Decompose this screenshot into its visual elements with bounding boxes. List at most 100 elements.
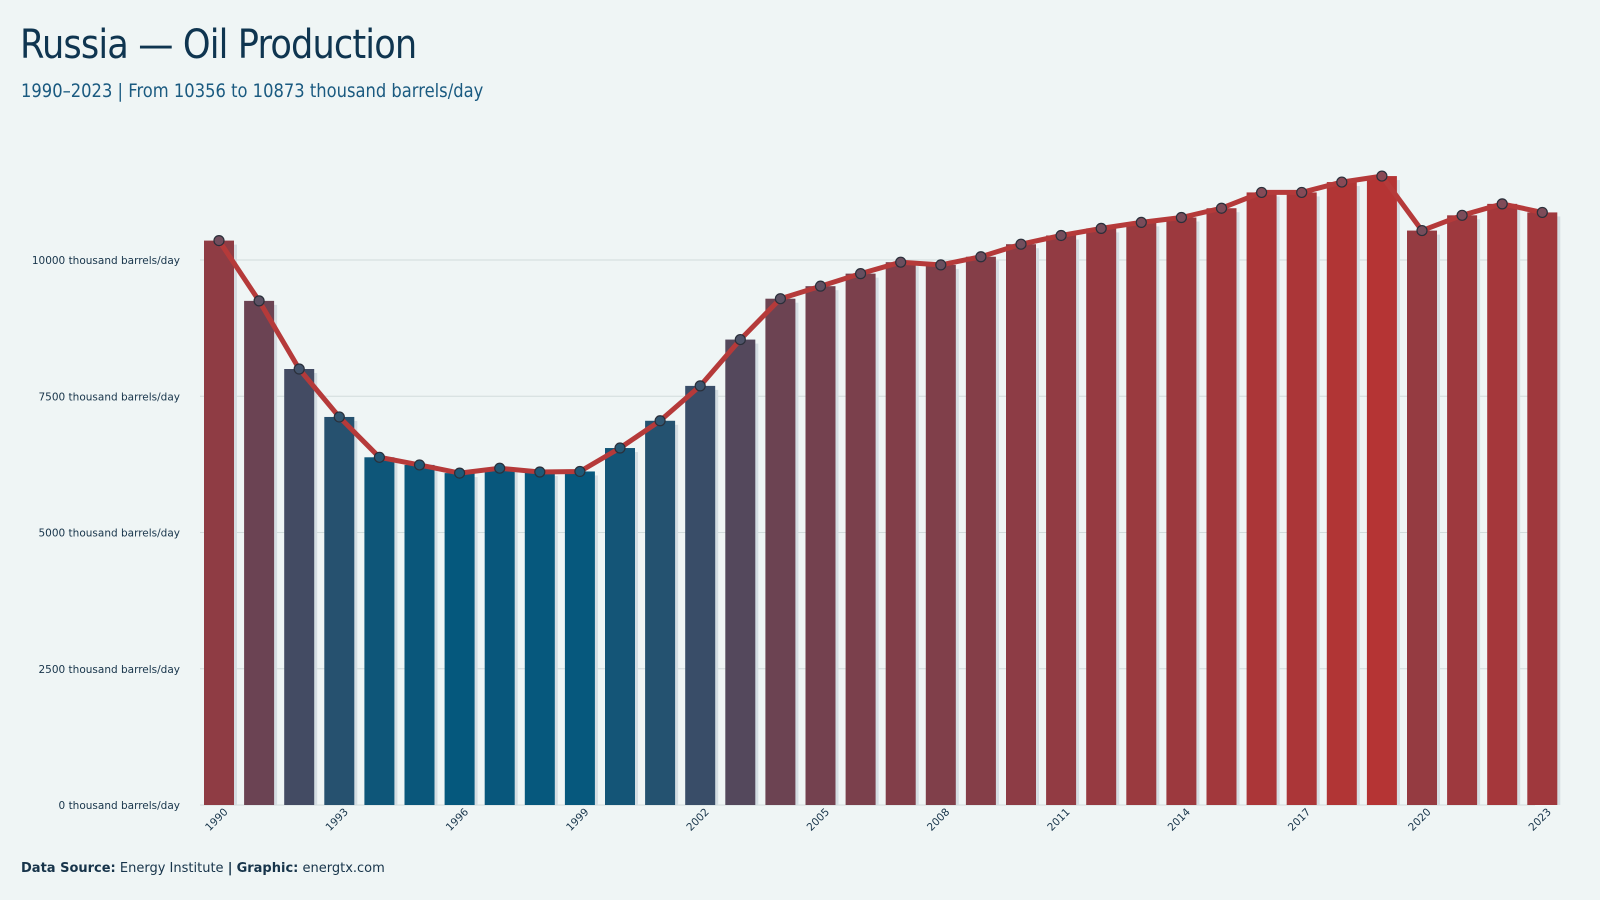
data-point (1496, 198, 1508, 210)
data-point (774, 293, 787, 305)
bar (1286, 192, 1317, 806)
data-point (454, 467, 466, 479)
bar (1487, 203, 1518, 806)
bar (1166, 217, 1197, 806)
y-tick-label: 7500 thousand barrels/day (39, 391, 181, 403)
data-point (494, 462, 506, 474)
bar (725, 339, 756, 805)
graphic-value: energtx.com (302, 861, 385, 876)
bar (444, 473, 475, 805)
data-point (734, 333, 746, 346)
bar (1447, 215, 1478, 805)
data-point (814, 280, 827, 292)
data-points (213, 170, 1548, 479)
x-tick-label: 2017 (1286, 806, 1313, 833)
bar (1366, 176, 1397, 805)
bar (324, 416, 355, 805)
bar (605, 448, 635, 805)
data-point (293, 363, 305, 375)
page-title: Russia — Oil Production (20, 22, 417, 68)
data-point (1456, 209, 1468, 221)
x-tick-label: 2020 (1406, 806, 1433, 833)
data-point (1055, 229, 1067, 242)
data-point (1255, 186, 1268, 199)
data-point (574, 465, 586, 478)
bar (1006, 244, 1036, 805)
data-point (1175, 211, 1188, 224)
bar (845, 273, 876, 805)
data-point (373, 451, 385, 463)
x-tick-label: 2014 (1166, 806, 1194, 834)
data-point (895, 256, 907, 268)
bar (244, 300, 275, 805)
bar (404, 464, 435, 805)
bar (645, 420, 676, 805)
bar (765, 298, 796, 805)
bar (685, 385, 716, 805)
data-point (694, 380, 706, 392)
x-tick-label: 2008 (925, 806, 952, 833)
bar (1086, 228, 1117, 805)
x-tick-label: 1993 (323, 806, 350, 833)
bar (284, 369, 315, 805)
trend-line (216, 173, 1545, 476)
bar (885, 262, 916, 805)
data-point (654, 415, 666, 427)
data-point (213, 234, 225, 247)
data-point (1536, 206, 1548, 219)
x-tick-label: 2023 (1526, 806, 1553, 833)
bar (1407, 230, 1437, 805)
data-point (1095, 222, 1107, 234)
data-point (333, 411, 345, 423)
y-tick-label: 0 thousand barrels/day (59, 800, 180, 812)
bar (1046, 235, 1077, 806)
data-point (1336, 176, 1348, 188)
source-value: Energy Institute (119, 861, 224, 876)
bar (1206, 208, 1237, 806)
series-line (216, 173, 1545, 476)
bars (204, 176, 1561, 806)
x-tick-label: 2011 (1045, 806, 1072, 833)
data-point (1135, 216, 1147, 228)
data-point (614, 442, 626, 454)
x-axis: 1990 1993 1996 1999 2002 2005 2008 2011 2014 2017… (203, 806, 1554, 834)
data-point (854, 268, 867, 280)
x-tick-label: 1999 (564, 806, 591, 833)
footer: Data Source: Energy Institute | Graphic:… (21, 861, 385, 876)
y-axis: 0 thousand barrels/day 2500 thousand barr… (32, 255, 180, 812)
data-point (1376, 170, 1388, 182)
y-tick-label: 5000 thousand barrels/day (39, 528, 181, 540)
bar (1527, 212, 1558, 805)
bar (1326, 182, 1357, 805)
footer-separator: | (227, 861, 233, 876)
data-point (1296, 186, 1308, 199)
source-label: Data Source: (21, 861, 116, 876)
x-tick-label: 2005 (805, 806, 832, 833)
bar (564, 471, 595, 805)
bar (364, 457, 395, 805)
x-tick-label: 1996 (444, 806, 472, 834)
bar (1246, 192, 1277, 806)
data-point (534, 466, 546, 478)
bar (925, 264, 956, 805)
y-tick-label: 10000 thousand barrels/day (32, 255, 180, 267)
bar (524, 472, 555, 805)
graphic-label: Graphic: (236, 861, 299, 876)
data-point (975, 251, 987, 263)
data-point (935, 259, 947, 271)
bar (965, 256, 996, 806)
bar (204, 240, 234, 805)
data-point (413, 459, 426, 471)
page-subtitle: 1990–2023 | From 10356 to 10873 thousand… (21, 80, 484, 102)
bar (1126, 222, 1157, 805)
x-tick-label: 1990 (203, 806, 230, 833)
x-tick-label: 2002 (684, 806, 711, 833)
data-point (1215, 202, 1228, 214)
bar (805, 286, 836, 805)
y-tick-label: 2500 thousand barrels/day (39, 664, 181, 676)
data-point (1015, 238, 1027, 250)
data-point (253, 295, 265, 307)
data-point (1416, 224, 1428, 237)
bar (484, 468, 515, 805)
